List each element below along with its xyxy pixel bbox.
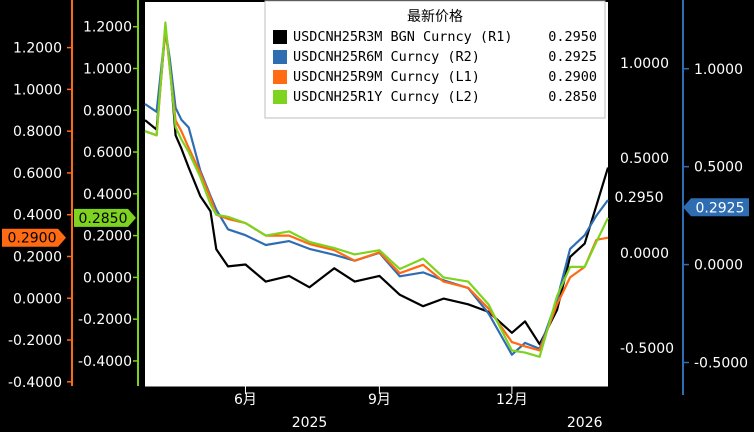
y-tick-label-l1: 0.2000 [13,249,62,265]
y-tick-label-l2: 0.0000 [83,270,132,286]
last-value-label-l2: 0.2850 [79,211,128,227]
x-year-label: 2026 [567,415,603,431]
legend-swatch [273,50,287,64]
y-tick-label-l2: 0.8000 [83,103,132,119]
last-value-badge-l1 [2,228,66,247]
series-line-l1 [144,25,609,352]
last-value-label-r2: 0.2925 [696,200,745,216]
y-tick-label-l2: 0.2000 [83,229,132,245]
last-value-badge-r2 [683,198,749,217]
last-value-badge-l2 [74,208,136,227]
y-tick-label-l2: 1.0000 [83,61,132,77]
legend-entry-label: USDCNH25R3M BGN Curncy (R1) [293,29,512,45]
y-tick-label-r2: -0.5000 [694,356,748,372]
y-tick-label-l1: 1.2000 [13,41,62,57]
legend-title: 最新价格 [407,9,463,25]
legend-swatch [273,30,287,44]
y-tick-label-r2: 0.0000 [694,258,743,274]
legend-entry-label: USDCNH25R9M Curncy (L1) [293,69,480,85]
y-tick-label-r1: 0.5000 [620,151,669,167]
series-line-l2 [144,21,609,358]
y-tick-label-l1: 0.8000 [13,124,62,140]
y-tick-label-r1: 1.0000 [620,56,669,72]
legend-entry-label: USDCNH25R6M Curncy (R2) [293,49,480,65]
y-tick-label-l1: 0.6000 [13,166,62,182]
legend-box [264,0,606,119]
y-tick-label-l1: 1.0000 [13,82,62,98]
y-tick-label-l2: 0.4000 [83,187,132,203]
x-year-label: 2025 [292,415,328,431]
y-tick-label-r2: 1.0000 [694,62,743,78]
legend-swatch [273,70,287,84]
y-tick-label-l2: -0.4000 [78,354,132,370]
last-value-badge-r1 [612,188,670,207]
y-tick-label-l2: 0.6000 [83,145,132,161]
x-tick-label: 12月 [496,392,528,408]
legend-swatch [273,90,287,104]
y-tick-label-l1: 0.4000 [13,208,62,224]
legend-entry-label: USDCNH25R1Y Curncy (L2) [293,89,480,105]
legend-entry-value: 0.2950 [548,29,597,45]
y-tick-label-l1: -0.2000 [8,333,62,349]
y-tick-label-r1: 0.0000 [620,246,669,262]
series-line-r1 [144,27,610,346]
y-tick-label-l1: 0.0000 [13,291,62,307]
x-tick-label: 6月 [234,392,257,408]
y-tick-label-l1: -0.4000 [8,375,62,391]
y-tick-label-l2: -0.2000 [78,312,132,328]
legend-entry-value: 0.2850 [548,89,597,105]
y-tick-label-r1: -0.5000 [620,341,674,357]
y-tick-label-r2: 0.5000 [694,160,743,176]
y-tick-label-l2: 1.2000 [83,20,132,36]
last-value-label-l1: 0.2900 [8,231,57,247]
legend-entry-value: 0.2900 [548,69,597,85]
legend-entry-value: 0.2925 [548,49,597,65]
last-value-label-r1: 0.2950 [615,190,664,206]
x-tick-label: 9月 [368,392,391,408]
